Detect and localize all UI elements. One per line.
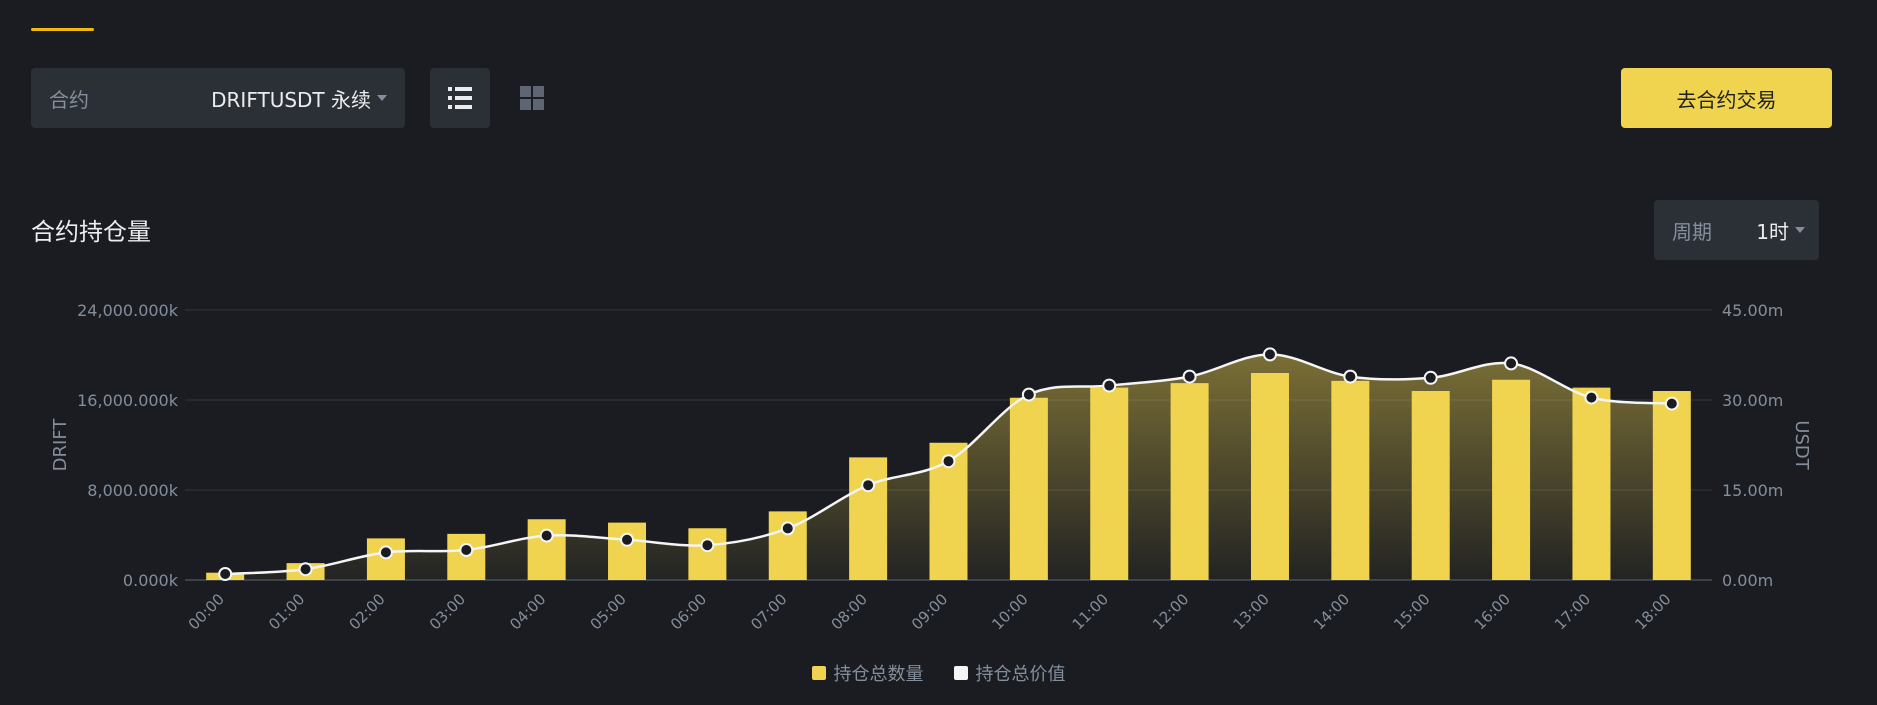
- data-point: [459, 543, 474, 557]
- y-tick-right: 15.00m: [1722, 481, 1783, 500]
- x-tick-label: 07:00: [747, 590, 790, 633]
- data-point: [780, 521, 795, 536]
- data-point: [1504, 356, 1519, 371]
- period-select[interactable]: 周期 1时: [1654, 200, 1819, 260]
- y-tick-left: 24,000.000k: [77, 301, 179, 320]
- y-tick-right: 30.00m: [1722, 391, 1783, 410]
- x-tick-label: 04:00: [506, 590, 549, 633]
- y-tick-left: 16,000.000k: [77, 391, 179, 410]
- x-tick-label: 16:00: [1471, 590, 1514, 633]
- y-axis-label-left: DRIFT: [50, 418, 71, 472]
- chevron-down-icon: [377, 95, 387, 101]
- data-point: [700, 538, 715, 553]
- data-point: [941, 454, 956, 469]
- x-tick-label: 05:00: [587, 590, 630, 633]
- x-tick-label: 02:00: [345, 590, 388, 633]
- y-tick-right: 45.00m: [1722, 301, 1783, 320]
- legend-swatch-quantity: [811, 666, 826, 680]
- period-select-value-text: 1时: [1756, 219, 1789, 244]
- x-tick-label: 12:00: [1149, 590, 1192, 633]
- data-point: [1584, 390, 1599, 405]
- x-tick-label: 11:00: [1069, 590, 1112, 633]
- contract-select-label: 合约: [49, 87, 89, 112]
- data-point: [861, 478, 876, 493]
- legend-item-value[interactable]: 持仓总价值: [953, 660, 1066, 686]
- go-to-futures-trade-button[interactable]: 去合约交易: [1621, 68, 1832, 128]
- data-point: [1664, 396, 1679, 411]
- x-tick-label: 01:00: [265, 590, 308, 633]
- contract-select-value-text: DRIFTUSDT 永续: [211, 87, 371, 112]
- data-point: [620, 532, 635, 547]
- legend-label-value: 持仓总价值: [975, 664, 1066, 685]
- data-point: [1343, 369, 1358, 384]
- data-point: [1262, 347, 1277, 362]
- data-point: [1423, 370, 1438, 385]
- x-tick-label: 15:00: [1390, 590, 1433, 633]
- x-tick-label: 03:00: [426, 590, 469, 633]
- x-tick-label: 17:00: [1551, 590, 1594, 633]
- x-tick-label: 06:00: [667, 590, 710, 633]
- data-point: [218, 567, 233, 581]
- data-point: [1102, 378, 1117, 393]
- grid-view-button[interactable]: [502, 68, 562, 128]
- x-tick-label: 10:00: [988, 590, 1031, 633]
- list-icon: [448, 87, 472, 109]
- y-tick-left: 8,000.000k: [87, 481, 178, 500]
- legend-label-quantity: 持仓总数量: [833, 664, 924, 685]
- period-select-value: 1时: [1756, 216, 1805, 245]
- x-tick-label: 08:00: [828, 590, 871, 633]
- data-point: [378, 545, 393, 560]
- chart-legend: 持仓总数量 持仓总价值: [0, 660, 1877, 686]
- active-tab-underline: [31, 28, 94, 31]
- y-axis-label-right: USDT: [1791, 420, 1812, 470]
- y-tick-right: 0.00m: [1722, 571, 1773, 590]
- data-point: [1182, 369, 1197, 384]
- data-point: [1021, 387, 1036, 402]
- data-point: [298, 562, 313, 577]
- grid-icon: [520, 86, 544, 110]
- x-tick-label: 18:00: [1631, 590, 1674, 633]
- x-tick-label: 14:00: [1310, 590, 1353, 633]
- y-tick-left: 0.000k: [123, 571, 179, 590]
- legend-item-quantity[interactable]: 持仓总数量: [811, 660, 924, 686]
- x-tick-label: 00:00: [185, 590, 228, 633]
- page-title: 合约持仓量: [31, 218, 151, 246]
- chevron-down-icon: [1795, 227, 1805, 233]
- x-tick-label: 13:00: [1230, 590, 1273, 633]
- x-tick-label: 09:00: [908, 590, 951, 633]
- contract-select[interactable]: 合约 DRIFTUSDT 永续: [31, 68, 405, 128]
- list-view-button[interactable]: [430, 68, 490, 128]
- contract-select-value: DRIFTUSDT 永续: [211, 84, 387, 113]
- data-point: [539, 528, 554, 543]
- period-select-label: 周期: [1672, 219, 1712, 244]
- legend-swatch-value: [953, 666, 968, 680]
